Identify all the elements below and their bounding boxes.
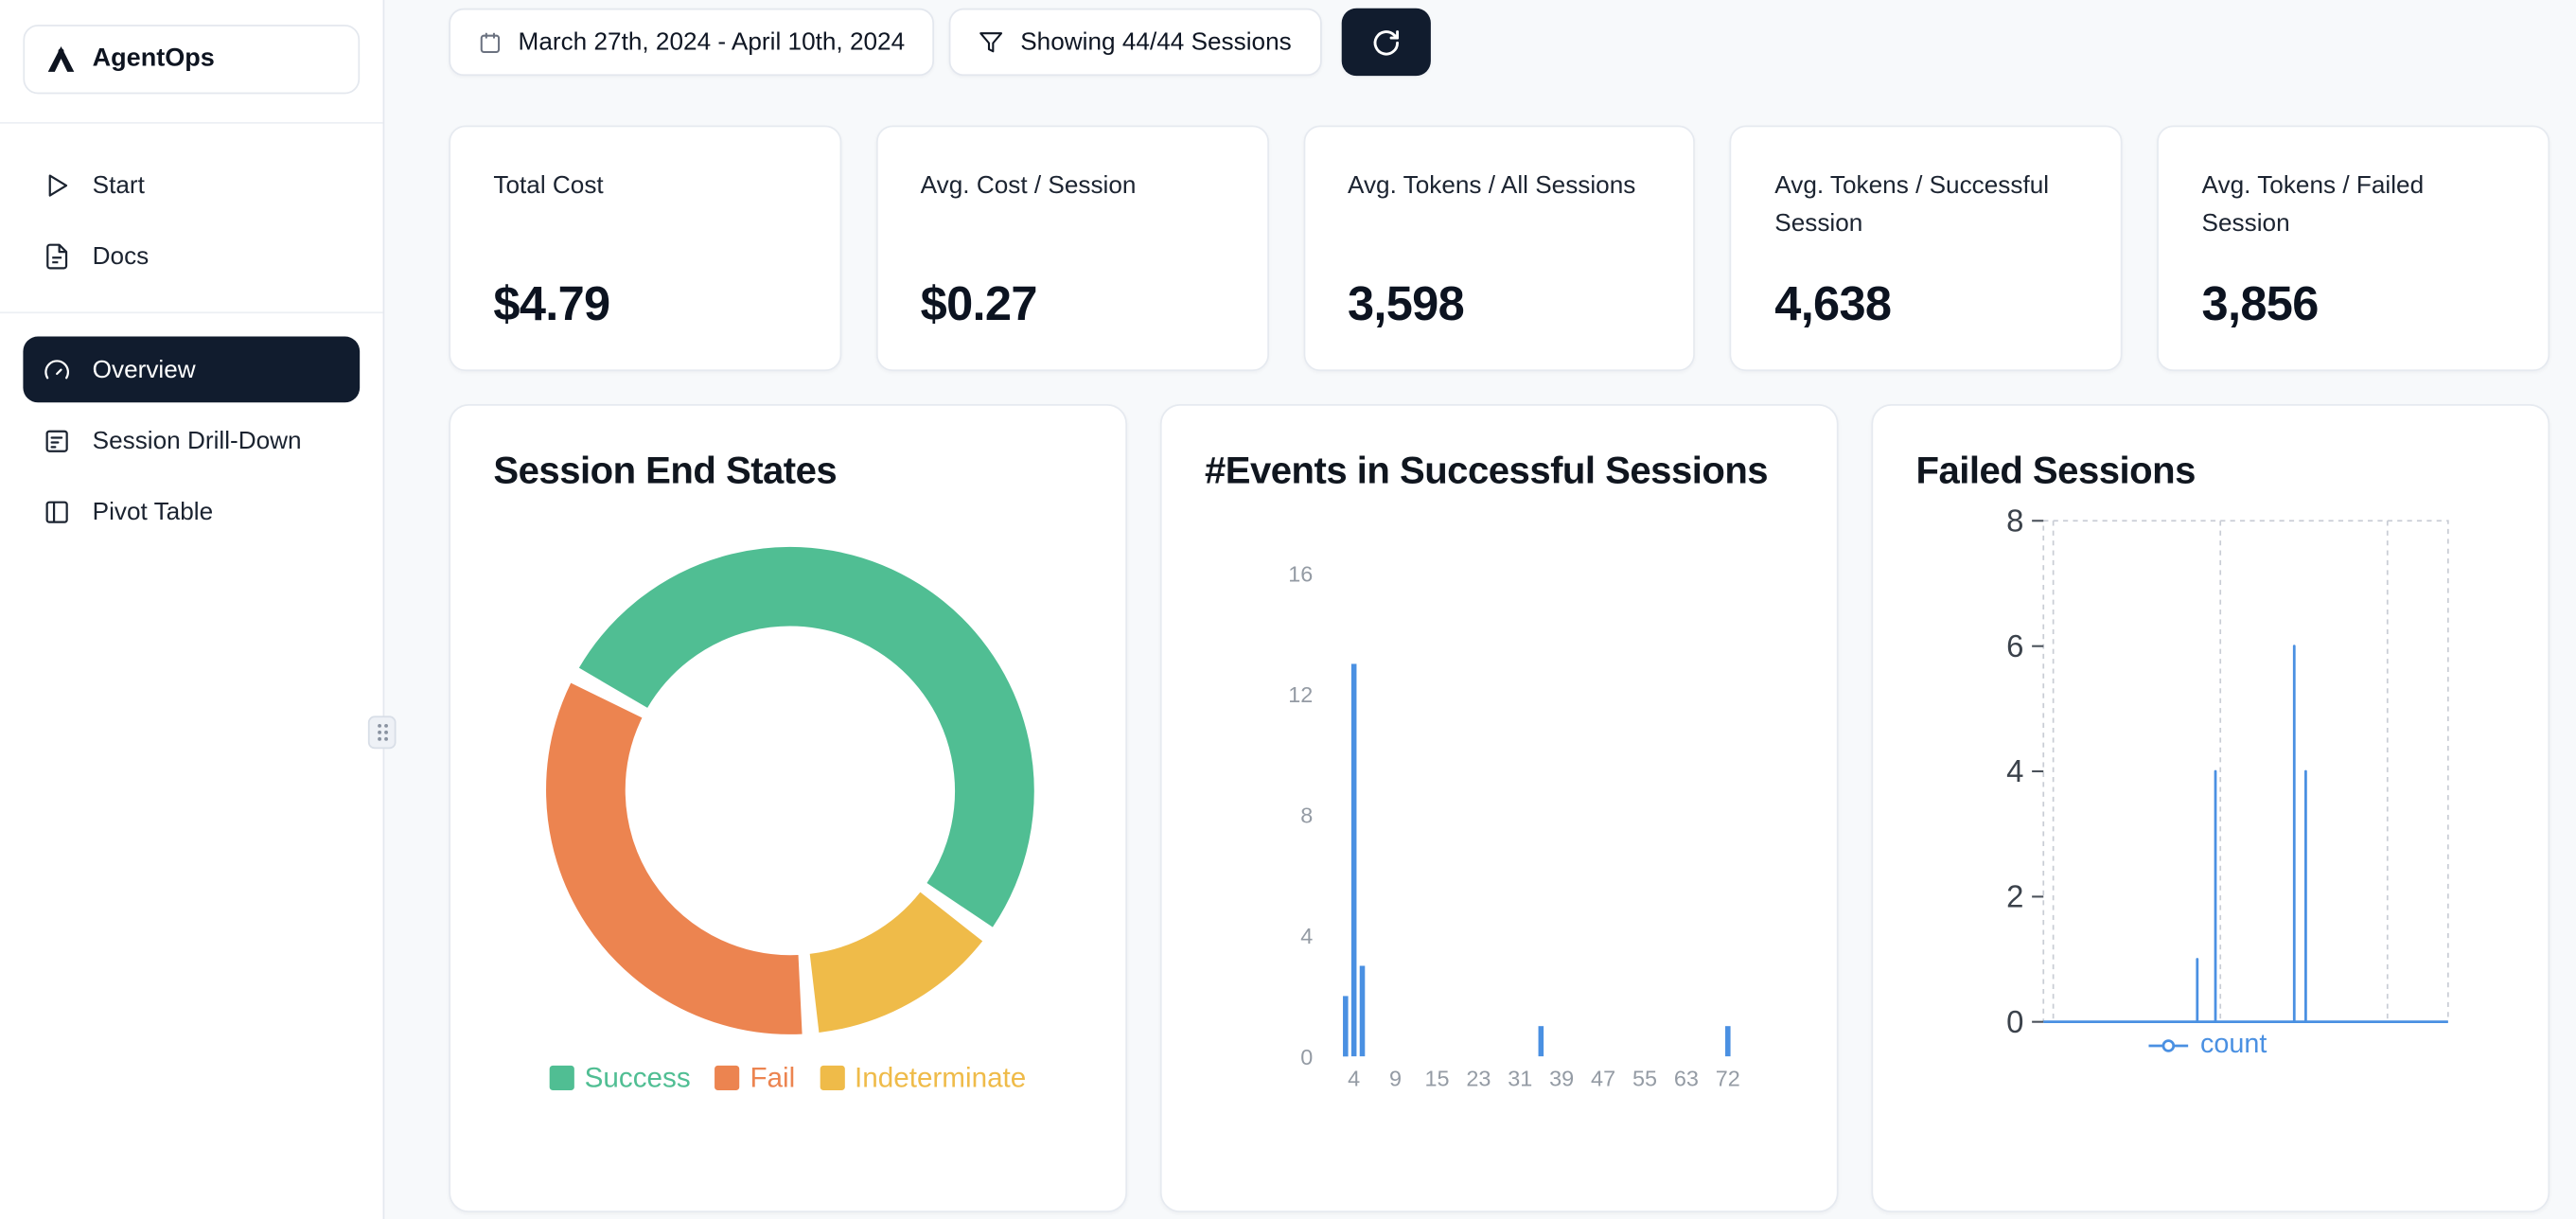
drag-dots-icon — [377, 723, 388, 741]
svg-text:2: 2 — [2006, 879, 2023, 914]
sidebar-resize-handle[interactable] — [367, 716, 397, 750]
chart-title: #Events in Successful Sessions — [1204, 449, 1769, 492]
main-content: March 27th, 2024 - April 10th, 2024 Show… — [384, 0, 2576, 1219]
svg-text:0: 0 — [2006, 1004, 2023, 1039]
bar-chart: 0 4 8 12 16 4 9 15 23 31 39 47 55 63 72 — [1288, 561, 1740, 1090]
svg-text:8: 8 — [1300, 804, 1313, 828]
sidebar-item-overview[interactable]: Overview — [23, 336, 361, 403]
sidebar-item-session-drill-down[interactable]: Session Drill-Down — [23, 407, 360, 473]
pivot-table-icon — [45, 500, 68, 522]
sidebar-nav: Start Docs Overview — [0, 151, 383, 544]
stat-value: 4,638 — [1774, 278, 1892, 332]
stat-card-avg-tokens-all: Avg. Tokens / All Sessions 3,598 — [1302, 125, 1696, 372]
app-name: AgentOps — [92, 44, 215, 73]
stat-value: $4.79 — [493, 278, 610, 332]
stat-value: 3,598 — [1347, 278, 1465, 332]
stats-row: Total Cost $4.79 Avg. Cost / Session $0.… — [449, 125, 2550, 372]
svg-text:63: 63 — [1674, 1066, 1699, 1090]
svg-text:12: 12 — [1288, 682, 1313, 707]
legend-swatch — [820, 1066, 845, 1091]
legend-label: Fail — [750, 1062, 796, 1094]
refresh-icon — [1372, 29, 1399, 55]
svg-text:47: 47 — [1591, 1066, 1615, 1090]
donut-legend: Success Fail Indeterminate — [493, 1062, 1083, 1095]
session-list-icon — [45, 429, 68, 451]
sidebar-item-pivot-table[interactable]: Pivot Table — [23, 478, 360, 544]
legend-label: Success — [584, 1062, 691, 1094]
sidebar-item-label: Docs — [92, 241, 150, 270]
sidebar-item-label: Start — [92, 170, 145, 200]
svg-text:9: 9 — [1389, 1066, 1402, 1090]
logo[interactable]: AgentOps — [23, 25, 361, 95]
svg-text:16: 16 — [1288, 561, 1313, 586]
svg-text:39: 39 — [1549, 1066, 1574, 1090]
charts-row: Session End States Success Fail Indeterm… — [449, 404, 2550, 1213]
stat-label: Avg. Tokens / All Sessions — [1347, 171, 1636, 200]
sidebar-item-start[interactable]: Start — [23, 151, 360, 218]
donut-chart — [546, 546, 1034, 1034]
stat-card-total-cost: Total Cost $4.79 — [449, 125, 841, 372]
svg-text:55: 55 — [1632, 1066, 1657, 1090]
spike-line-chart: 0 2 4 6 8 — [2006, 504, 2449, 1039]
svg-text:4: 4 — [1300, 924, 1313, 948]
sidebar-divider — [0, 311, 383, 314]
count-legend[interactable]: count — [2068, 1030, 2348, 1061]
svg-text:23: 23 — [1466, 1066, 1491, 1090]
legend-swatch — [550, 1066, 575, 1091]
legend-item-indeterminate[interactable]: Indeterminate — [820, 1062, 1026, 1095]
stat-value: 3,856 — [2201, 278, 2320, 332]
stat-card-avg-tokens-failed: Avg. Tokens / Failed Session 3,856 — [2157, 125, 2550, 372]
svg-text:15: 15 — [1424, 1066, 1449, 1090]
sidebar-item-label: Overview — [92, 355, 196, 384]
sidebar-divider — [0, 121, 383, 124]
filter-icon — [979, 32, 1003, 53]
calendar-icon — [480, 31, 501, 53]
svg-text:4: 4 — [2006, 753, 2023, 788]
gauge-icon — [44, 359, 69, 379]
date-range-label: March 27th, 2024 - April 10th, 2024 — [518, 27, 906, 57]
stat-label: Total Cost — [493, 171, 604, 200]
stat-value: $0.27 — [920, 278, 1038, 332]
play-icon — [48, 173, 68, 196]
legend-label: count — [2200, 1029, 2267, 1059]
svg-text:72: 72 — [1716, 1066, 1740, 1090]
legend-swatch — [715, 1066, 740, 1091]
session-end-states-chart: Session End States Success Fail Indeterm… — [449, 404, 1128, 1213]
legend-item-fail[interactable]: Fail — [715, 1062, 795, 1095]
chart-title: Failed Sessions — [1915, 449, 2197, 492]
sidebar-item-label: Session Drill-Down — [92, 426, 302, 455]
agentops-logo-icon — [47, 45, 75, 72]
svg-text:8: 8 — [2006, 504, 2023, 539]
legend-item-success[interactable]: Success — [550, 1062, 691, 1095]
chart-title: Session End States — [493, 449, 838, 492]
document-icon — [46, 242, 68, 269]
stat-label: Avg. Cost / Session — [920, 171, 1137, 200]
sidebar-item-docs[interactable]: Docs — [23, 222, 360, 289]
sidebar-item-label: Pivot Table — [92, 497, 214, 526]
line-marker-icon — [2148, 1038, 2189, 1051]
svg-text:4: 4 — [1348, 1066, 1360, 1090]
sidebar: AgentOps Start Docs — [0, 0, 397, 1219]
stat-card-avg-cost-session: Avg. Cost / Session $0.27 — [875, 125, 1269, 372]
stat-label: Avg. Tokens / Failed Session — [2201, 171, 2425, 238]
sessions-filter-label: Showing 44/44 Sessions — [1020, 27, 1292, 57]
svg-text:31: 31 — [1508, 1066, 1532, 1090]
failed-sessions-chart: Failed Sessions 0 2 4 6 8 count — [1871, 404, 2550, 1213]
date-range-button[interactable]: March 27th, 2024 - April 10th, 2024 — [449, 8, 935, 77]
refresh-button[interactable] — [1341, 8, 1431, 77]
events-in-successful-sessions-chart: #Events in Successful Sessions 0 4 8 12 16 4 9… — [1159, 404, 1839, 1213]
legend-label: Indeterminate — [855, 1062, 1027, 1094]
svg-text:0: 0 — [1300, 1045, 1313, 1069]
sessions-filter-button[interactable]: Showing 44/44 Sessions — [949, 8, 1322, 77]
toolbar: March 27th, 2024 - April 10th, 2024 Show… — [449, 8, 2550, 77]
svg-text:6: 6 — [2006, 628, 2023, 663]
stat-card-avg-tokens-successful: Avg. Tokens / Successful Session 4,638 — [1730, 125, 2123, 372]
stat-label: Avg. Tokens / Successful Session — [1774, 171, 2050, 238]
